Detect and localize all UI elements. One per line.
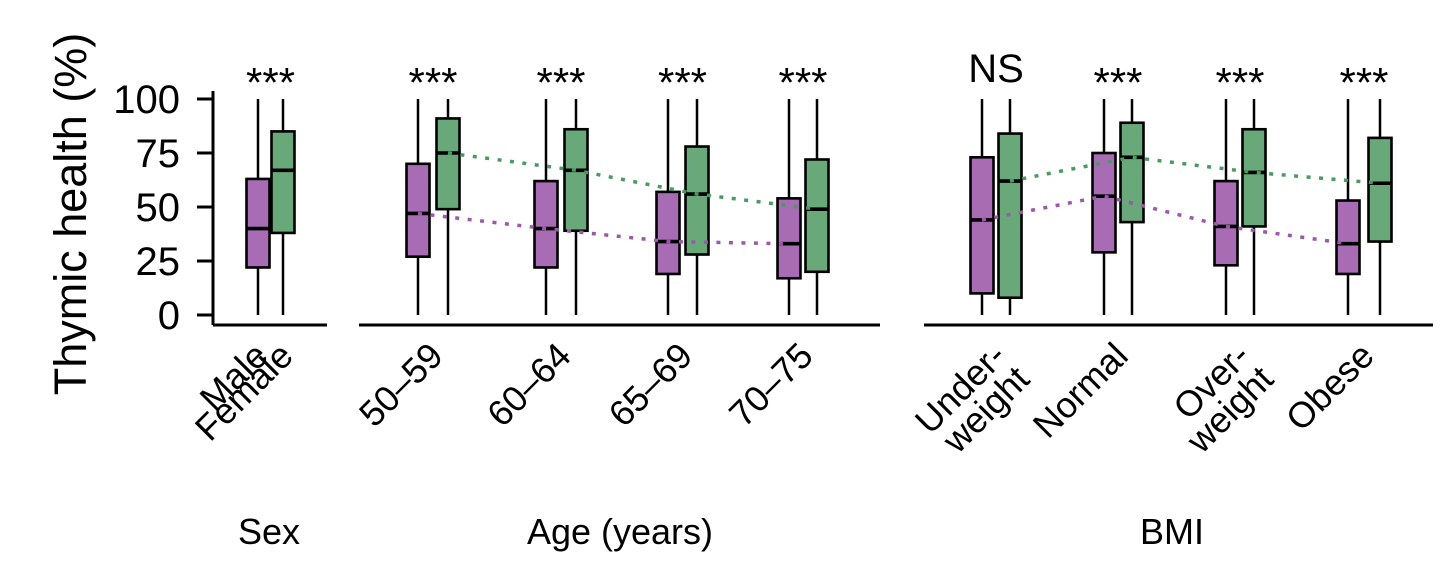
category-label-group: 70–75 <box>721 335 821 435</box>
box-female <box>1119 121 1145 224</box>
box-female <box>684 145 710 256</box>
significance-label: *** <box>408 59 457 106</box>
box-female <box>563 127 589 233</box>
trend-line-male <box>417 211 790 246</box>
x-axis-title-bmi: BMI <box>1140 511 1204 552</box>
category-label-group: Obese <box>1278 335 1382 439</box>
box-male <box>1335 199 1361 276</box>
category-label: Normal <box>1025 335 1136 446</box>
category-label: 65–69 <box>600 335 700 435</box>
significance-label: *** <box>658 59 707 106</box>
box-male <box>969 156 995 295</box>
x-axis-title-age: Age (years) <box>527 511 713 552</box>
significance-label: *** <box>778 59 827 106</box>
boxplot-layer <box>245 99 1393 315</box>
y-tick-label: 50 <box>136 186 181 230</box>
category-label-group: 50–59 <box>351 335 451 435</box>
box-male <box>245 177 271 269</box>
significance-label: *** <box>1339 59 1388 106</box>
y-axis-label: Thymic health (%) <box>45 33 96 396</box>
category-label: 60–64 <box>479 335 579 435</box>
significance-label: *** <box>246 59 295 106</box>
chart-geometry-layer <box>197 91 1433 327</box>
box-female <box>270 130 296 235</box>
box-male <box>1091 151 1117 254</box>
category-label-group: Normal <box>1025 335 1136 446</box>
trend-line-female <box>1009 155 1381 185</box>
box-female <box>1241 127 1267 228</box>
significance-label: NS <box>968 47 1024 91</box>
y-tick-label: 25 <box>136 240 181 284</box>
box-female <box>435 117 461 211</box>
category-label: Obese <box>1278 335 1382 439</box>
trend-line-female <box>447 151 818 211</box>
box-male <box>655 190 681 276</box>
significance-label: *** <box>536 59 585 106</box>
category-label-group: Over-weight <box>1165 335 1281 462</box>
box-male <box>533 179 559 269</box>
box-male <box>405 162 431 258</box>
category-label-group: 65–69 <box>600 335 700 435</box>
box-male <box>776 197 802 280</box>
category-label-group: 60–64 <box>479 335 579 435</box>
y-tick-label: 75 <box>136 132 181 176</box>
box-female <box>1367 136 1393 243</box>
category-label: 50–59 <box>351 335 451 435</box>
category-label: 70–75 <box>721 335 821 435</box>
category-label-group: Under-weight <box>907 335 1037 462</box>
box-female <box>804 158 830 274</box>
trend-line-male <box>981 194 1349 246</box>
y-tick-label: 100 <box>113 78 180 122</box>
significance-label: *** <box>1093 59 1142 106</box>
trend-line-layer <box>417 151 1381 246</box>
x-axis-title-sex: Sex <box>238 511 300 552</box>
y-tick-label: 0 <box>158 294 180 338</box>
significance-label: *** <box>1215 59 1264 106</box>
